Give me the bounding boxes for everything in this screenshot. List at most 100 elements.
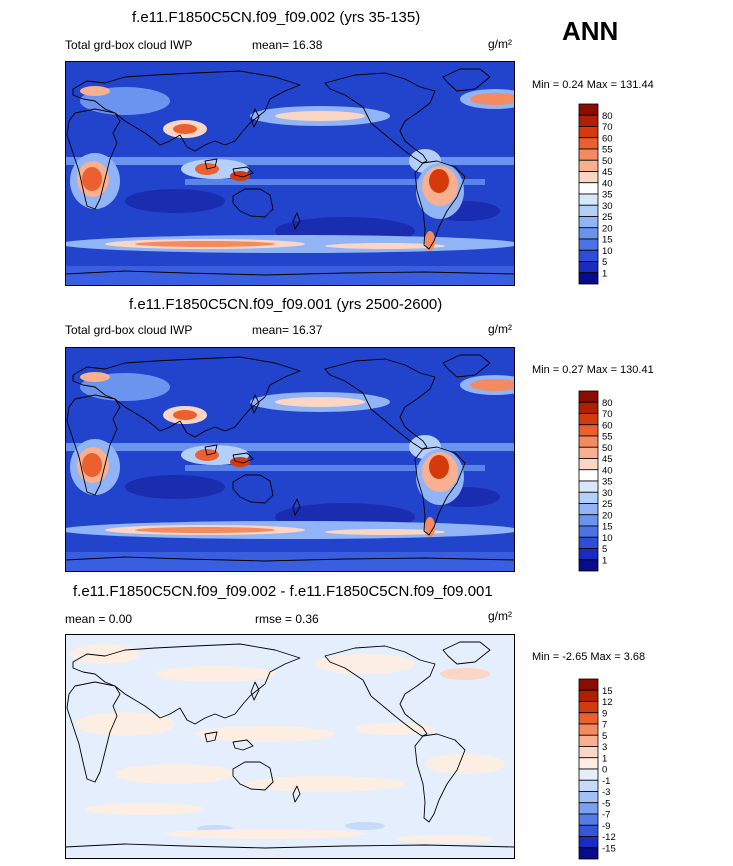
- colorbar-box: [578, 182, 599, 195]
- panel-3-map: [65, 634, 515, 859]
- colorbar-level-label: 10: [602, 533, 613, 544]
- colorbar-box: [578, 824, 599, 837]
- colorbar-level-label: 1: [602, 555, 607, 566]
- panel-2-coastlines: [65, 354, 515, 562]
- colorbar-box: [578, 261, 599, 274]
- panel-2-map: [65, 347, 515, 572]
- colorbar-box: [578, 503, 599, 516]
- colorbar-level-label: 25: [602, 499, 613, 510]
- panel-1-coastlines: [65, 68, 515, 276]
- colorbar-level-label: 20: [602, 223, 613, 234]
- colorbar-box: [578, 204, 599, 217]
- colorbar-level-label: 60: [602, 133, 613, 144]
- colorbar-box: [578, 227, 599, 240]
- panel-3-contour-field: [70, 644, 505, 843]
- panel-2-units: g/m²: [488, 322, 512, 336]
- panel-2-contour-field: [65, 372, 515, 572]
- colorbar-level-label: 20: [602, 510, 613, 521]
- panel-1-minmax: Min = 0.24 Max = 131.44: [532, 79, 654, 91]
- panel-3-background-field: [65, 634, 515, 859]
- colorbar-level-label: 1: [602, 753, 607, 764]
- panel-3-coastlines: [65, 641, 515, 849]
- colorbar-level-label: 15: [602, 522, 613, 533]
- panel-1-variable-label: Total grd-box cloud IWP: [65, 38, 193, 52]
- colorbar-box: [578, 813, 599, 826]
- colorbar-level-label: 0: [602, 765, 607, 776]
- panel-1-contour-field: [65, 86, 515, 286]
- colorbar-box: [578, 536, 599, 549]
- colorbar-level-label: -9: [602, 821, 610, 832]
- colorbar-box: [578, 480, 599, 493]
- colorbar-level-label: 10: [602, 246, 613, 257]
- panel-3-units: g/m²: [488, 609, 512, 623]
- colorbar-box: [578, 401, 599, 414]
- colorbar-box: [578, 847, 599, 860]
- panel-1-title: f.e11.F1850C5CN.f09_f09.002 (yrs 35-135): [132, 9, 421, 26]
- colorbar-level-label: -7: [602, 810, 610, 821]
- colorbar-level-label: 35: [602, 190, 613, 201]
- panel-2-minmax: Min = 0.27 Max = 130.41: [532, 364, 654, 376]
- colorbar-level-label: 3: [602, 742, 607, 753]
- colorbar-level-label: 60: [602, 420, 613, 431]
- panel-2-variable-label: Total grd-box cloud IWP: [65, 323, 193, 337]
- season-label: ANN: [562, 16, 619, 46]
- colorbar-box: [578, 249, 599, 262]
- colorbar-box: [578, 514, 599, 527]
- colorbar-box: [578, 779, 599, 792]
- colorbar-box: [578, 458, 599, 471]
- colorbar-box: [578, 148, 599, 161]
- colorbar-level-label: 45: [602, 454, 613, 465]
- colorbar-level-label: 50: [602, 443, 613, 454]
- colorbar-level-label: 30: [602, 488, 613, 499]
- colorbar-box: [578, 159, 599, 172]
- colorbar-level-label: 70: [602, 122, 613, 133]
- colorbar-box: [578, 678, 599, 691]
- colorbar-level-label: 40: [602, 465, 613, 476]
- colorbar-box: [578, 525, 599, 538]
- panel-2-mean-label: mean= 16.37: [252, 323, 323, 337]
- colorbar-level-label: 5: [602, 544, 607, 555]
- panel-3-title: f.e11.F1850C5CN.f09_f09.002 - f.e11.F185…: [73, 583, 493, 600]
- colorbar-box: [578, 548, 599, 561]
- panel-1-frame: [65, 61, 515, 286]
- colorbar-level-label: 15: [602, 235, 613, 246]
- colorbar-level-label: 50: [602, 156, 613, 167]
- colorbar-box: [578, 238, 599, 251]
- colorbar-level-label: 80: [602, 111, 613, 122]
- colorbar-box: [578, 114, 599, 127]
- colorbar-level-label: -15: [602, 843, 616, 854]
- colorbar-box: [578, 712, 599, 725]
- panel-1-units: g/m²: [488, 37, 512, 51]
- colorbar-box: [578, 216, 599, 229]
- colorbar-level-label: 15: [602, 686, 613, 697]
- colorbar-level-label: 80: [602, 398, 613, 409]
- colorbar-box: [578, 103, 599, 116]
- colorbar-level-label: -1: [602, 776, 610, 787]
- colorbar-box: [578, 413, 599, 426]
- colorbar-level-label: 45: [602, 167, 613, 178]
- colorbar-box: [578, 757, 599, 770]
- colorbar-box: [578, 469, 599, 482]
- colorbar-level-label: 12: [602, 697, 613, 708]
- colorbar-level-label: -3: [602, 787, 610, 798]
- colorbar-box: [578, 193, 599, 206]
- colorbar-box: [578, 791, 599, 804]
- colorbar-box: [578, 272, 599, 285]
- colorbar-box: [578, 836, 599, 849]
- colorbar-level-label: 55: [602, 432, 613, 443]
- colorbar-level-label: 5: [602, 257, 607, 268]
- panel-2-frame: [65, 347, 515, 572]
- colorbar-level-label: 5: [602, 731, 607, 742]
- colorbar-box: [578, 390, 599, 403]
- colorbar-box: [578, 746, 599, 759]
- colorbar-box: [578, 435, 599, 448]
- colorbar-level-label: -5: [602, 798, 610, 809]
- panel-3-frame: [65, 634, 515, 859]
- colorbar-box: [578, 559, 599, 572]
- colorbar-box: [578, 723, 599, 736]
- panel-1-map: [65, 61, 515, 286]
- colorbar-level-label: 30: [602, 201, 613, 212]
- colorbar-level-label: 25: [602, 212, 613, 223]
- colorbar-box: [578, 171, 599, 184]
